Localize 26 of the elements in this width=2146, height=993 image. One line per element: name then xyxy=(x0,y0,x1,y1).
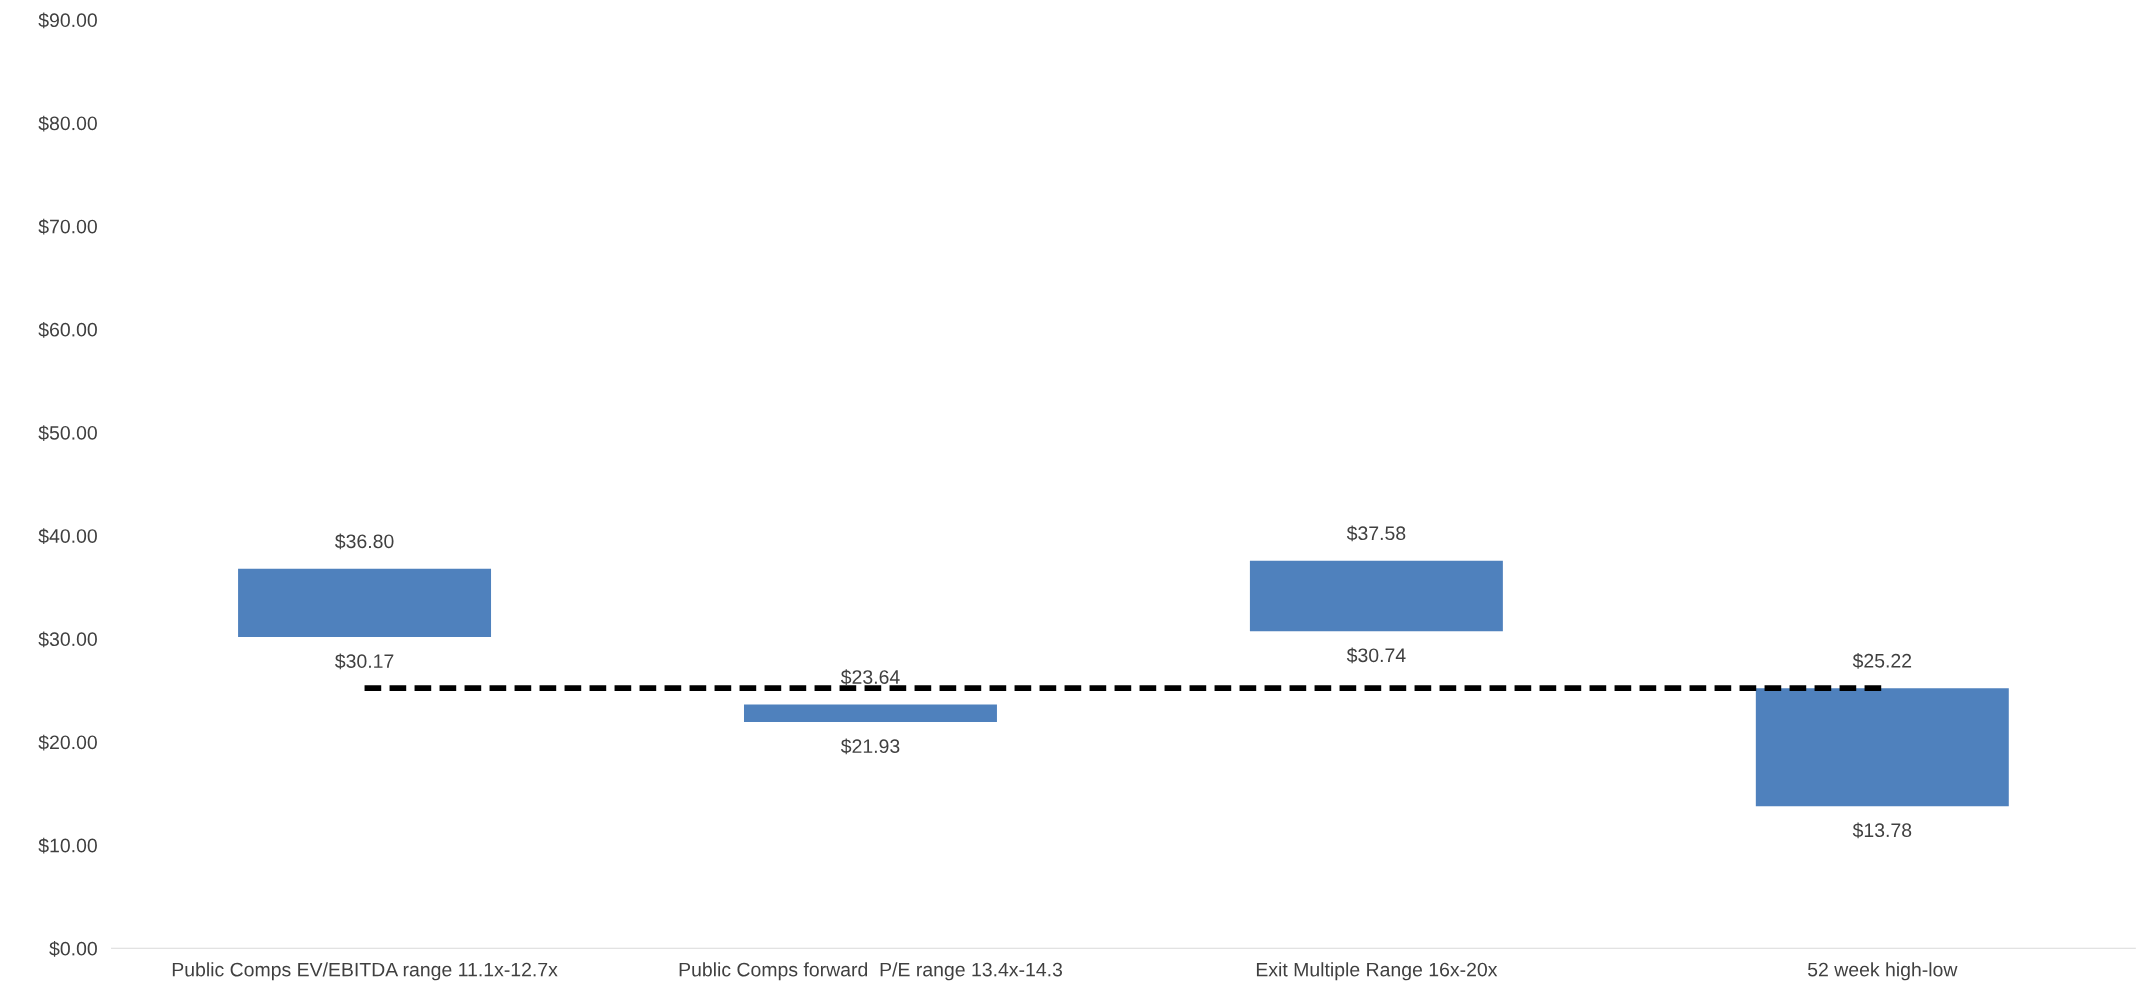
y-tick-label: $30.00 xyxy=(38,631,97,648)
y-tick-label: $10.00 xyxy=(38,837,97,854)
y-tick-label: $60.00 xyxy=(38,322,97,338)
annotation: $30.74 xyxy=(1346,647,1406,664)
annotation: $25.22 xyxy=(1852,653,1912,669)
bar xyxy=(1755,688,2009,807)
x-tick-label: Public Comps EV/EBITDA range 11.1x-12.7x xyxy=(172,962,558,981)
bar xyxy=(238,568,492,638)
annotation: $36.80 xyxy=(335,533,394,550)
x-tick-label: Public Comps forward P/E range 13.4x-14.3 xyxy=(679,962,1063,981)
annotation: $37.58 xyxy=(1346,525,1406,542)
bar xyxy=(1249,560,1503,632)
x-tick-label: Exit Multiple Range 16x-20x xyxy=(1256,962,1498,981)
annotation: $21.93 xyxy=(840,738,900,755)
y-tick-label: $20.00 xyxy=(38,734,97,751)
annotation: $13.78 xyxy=(1852,822,1912,839)
y-tick-label: $90.00 xyxy=(38,12,97,29)
bar xyxy=(743,704,997,723)
y-tick-label: $70.00 xyxy=(38,218,97,235)
annotation: $23.64 xyxy=(840,669,900,686)
annotation: $30.17 xyxy=(335,653,394,670)
x-tick-label: 52 week high-low xyxy=(1807,962,1958,981)
y-tick-label: $0.00 xyxy=(49,940,97,957)
y-tick-label: $80.00 xyxy=(38,115,97,132)
y-tick-label: $40.00 xyxy=(38,528,97,545)
y-tick-label: $50.00 xyxy=(38,425,97,441)
